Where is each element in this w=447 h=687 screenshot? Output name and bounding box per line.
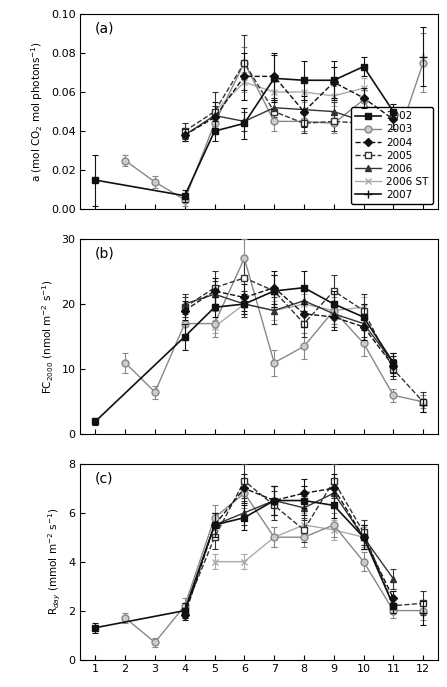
Y-axis label: a (mol CO$_2$ mol photons$^{-1}$): a (mol CO$_2$ mol photons$^{-1}$)	[30, 41, 45, 182]
Text: (a): (a)	[95, 21, 114, 36]
Text: (c): (c)	[95, 472, 113, 486]
Y-axis label: FC$_{2000}$ (nmol m$^{-2}$ s$^{-1}$): FC$_{2000}$ (nmol m$^{-2}$ s$^{-1}$)	[41, 279, 56, 394]
Y-axis label: R$_{day}$ (mmol m$^{-2}$ s$^{-1}$): R$_{day}$ (mmol m$^{-2}$ s$^{-1}$)	[47, 508, 63, 616]
Text: (b): (b)	[95, 247, 114, 260]
Legend: 2002, 2003, 2004, 2005, 2006, 2006 ST, 2007: 2002, 2003, 2004, 2005, 2006, 2006 ST, 2…	[351, 107, 433, 204]
